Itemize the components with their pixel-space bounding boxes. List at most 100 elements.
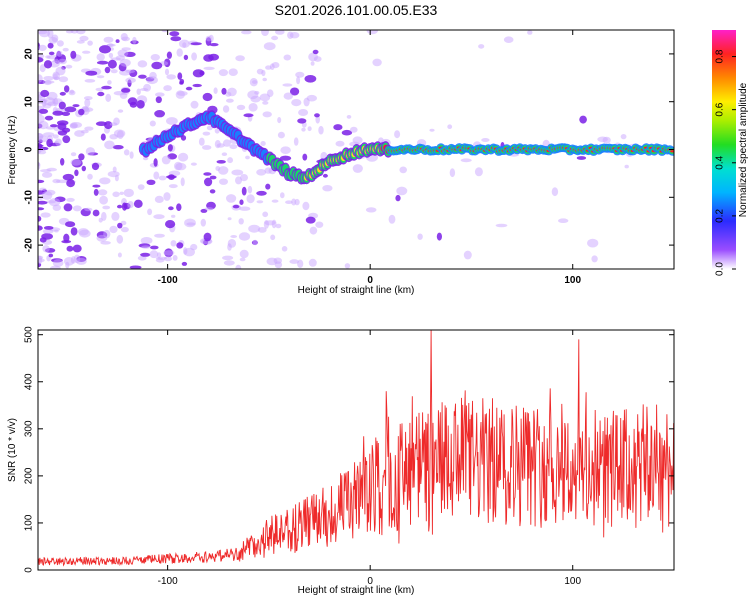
spectrogram-noise-blob: [155, 96, 162, 104]
spectrogram-noise-blob: [352, 164, 363, 173]
spectrogram-noise-blob: [429, 128, 435, 132]
spectrogram-noise-blob: [235, 176, 242, 185]
spectrogram-noise-blob: [44, 115, 54, 121]
spectrogram-noise-blob: [247, 185, 253, 194]
spectrogram-noise-blob: [176, 91, 188, 96]
spectrogram-noise-blob: [96, 53, 105, 61]
colorbar-label: Normalized spectral amplitude: [738, 82, 749, 217]
spectrogram-noise-blob: [318, 125, 324, 135]
spectrogram-noise-blob: [293, 137, 299, 146]
spectrogram-noise-blob: [239, 206, 251, 211]
spectrogram-noise-blob: [99, 45, 111, 54]
spectrogram-noise-blob: [41, 171, 53, 178]
spectrogram-noise-blob: [218, 69, 228, 77]
spectrogram-noise-blob: [56, 50, 63, 57]
spectrogram-x-tick-label: 100: [564, 275, 581, 286]
spectrogram-noise-blob: [69, 89, 75, 94]
spectrogram-noise-blob: [78, 153, 85, 161]
spectrogram-noise-blob: [167, 144, 173, 152]
spectrogram-noise-blob: [238, 232, 251, 241]
spectrogram-x-tick-label: -100: [158, 275, 178, 286]
spectrogram-noise-blob: [178, 39, 190, 48]
spectrogram-noise-blob: [230, 235, 238, 238]
spectrogram-noise-blob: [417, 233, 423, 240]
spectrogram-noise-blob: [142, 156, 149, 161]
spectrogram-noise-blob: [111, 211, 120, 221]
spectrogram-noise-blob: [75, 257, 87, 265]
spectrogram-noise-blob: [209, 43, 219, 47]
spectrogram-noise-blob: [52, 134, 59, 139]
spectrogram-noise-blob: [399, 166, 408, 174]
spectrogram-noise-blob: [227, 157, 234, 164]
spectrogram-noise-blob: [226, 98, 234, 103]
spectrogram-noise-blob: [170, 240, 177, 247]
spectrogram-noise-blob: [168, 206, 174, 211]
spectrogram-noise-blob: [96, 60, 109, 65]
spectrogram-noise-blob: [322, 173, 328, 178]
spectrogram-noise-blob: [291, 99, 302, 107]
spectrogram-noise-blob: [279, 155, 292, 161]
spectrogram-noise-blob: [190, 162, 197, 166]
spectrogram-noise-blob: [61, 240, 72, 244]
spectrogram-noise-blob: [232, 204, 240, 209]
figure-title: S201.2026.101.00.05.E33: [275, 2, 438, 18]
spectrogram-noise-blob: [78, 228, 89, 236]
spectrogram-noise-blob: [82, 107, 94, 112]
spectrogram-noise-blob: [176, 203, 182, 211]
spectrogram-noise-blob: [252, 239, 258, 246]
spectrogram-noise-blob: [38, 215, 42, 222]
spectrogram-noise-blob: [254, 90, 260, 95]
spectrogram-noise-blob: [270, 234, 276, 241]
spectrogram-noise-blob: [153, 214, 165, 220]
spectrogram-noise-blob: [394, 130, 401, 139]
spectrogram-y-label: Frequency (Hz): [7, 116, 18, 185]
spectrogram-noise-blob: [180, 177, 185, 187]
spectrogram-noise-blob: [48, 253, 54, 258]
spectrogram-noise-blob: [133, 199, 143, 208]
spectrogram-noise-blob: [47, 42, 54, 49]
spectrogram-noise-blob: [95, 87, 104, 92]
spectrogram-noise-blob: [119, 191, 124, 195]
spectrogram-noise-blob: [137, 255, 147, 261]
spectrogram-noise-blob: [127, 97, 138, 106]
spectrogram-noise-blob: [309, 226, 318, 235]
spectrogram-noise-blob: [63, 85, 70, 93]
colorbar: 0.0 0.2 0.4 0.6 0.8 Normalized spectral ampl…: [712, 30, 749, 276]
spectrogram-noise-blob: [109, 225, 118, 234]
spectrogram-noise-blob: [262, 211, 269, 218]
spectrogram-noise-blob: [209, 189, 216, 194]
spectrogram-noise-blob: [92, 209, 100, 217]
spectrogram-y-tick-label: 20: [24, 48, 35, 60]
spectrogram-noise-blob: [129, 151, 134, 159]
spectrogram-noise-blob: [551, 187, 559, 197]
spectrogram-noise-blob: [260, 141, 266, 146]
spectrogram-noise-blob: [176, 48, 183, 57]
spectrogram-noise-blob: [45, 55, 51, 59]
spectrogram-noise-blob: [474, 167, 483, 177]
spectrogram-noise-blob: [213, 87, 218, 94]
spectrogram-noise-blob: [366, 30, 379, 35]
spectrogram-noise-blob: [214, 140, 221, 149]
spectrogram-noise-blob: [169, 31, 180, 37]
spectrogram-noise-blob: [166, 175, 177, 179]
spectrogram-y-tick-label: 10: [24, 96, 35, 108]
spectrogram-noise-blob: [151, 61, 163, 70]
spectrogram-noise-blob: [243, 113, 254, 118]
spectrogram-noise-blob: [121, 47, 131, 51]
spectrogram-noise-blob: [39, 64, 46, 73]
spectrogram-noise-blob: [262, 77, 268, 82]
spectrogram-noise-blob: [65, 221, 76, 228]
spectrogram-noise-blob: [168, 184, 178, 189]
spectrogram-noise-blob: [112, 191, 120, 198]
spectrogram-noise-blob: [277, 117, 282, 124]
spectrogram-noise-blob: [172, 255, 178, 261]
spectrogram-noise-blob: [226, 194, 237, 203]
snr-panel: -100 0 100 0 100 200 300 400 500 Height of stra…: [7, 326, 675, 596]
snr-y-tick-label: 0: [24, 567, 35, 573]
spectrogram-noise-blob: [206, 125, 213, 131]
spectrogram-noise-blob: [214, 128, 220, 134]
spectrogram-noise-blob: [66, 197, 75, 202]
spectrogram-noise-blob: [112, 166, 117, 173]
spectrogram-noise-blob: [209, 175, 217, 180]
spectrogram-noise-blob: [117, 252, 122, 258]
